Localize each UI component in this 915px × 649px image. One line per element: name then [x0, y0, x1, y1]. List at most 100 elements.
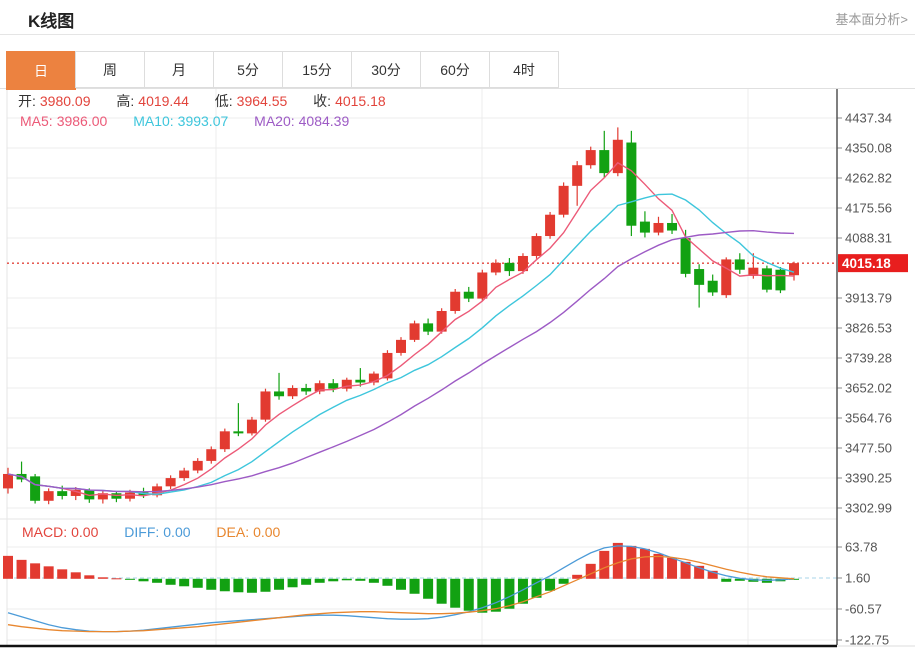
price-tick-label: 3739.28 [845, 351, 892, 366]
candle-body [585, 150, 596, 166]
macd-tick-label: -122.75 [845, 632, 889, 647]
candle-body [599, 150, 610, 174]
tab-5分[interactable]: 5分 [213, 51, 283, 88]
high-value: 4019.44 [138, 93, 189, 109]
candle-body [775, 269, 786, 291]
macd-bar [111, 578, 122, 580]
macd-bar [314, 578, 325, 583]
ma-info: MA5: 3986.00 MA10: 3993.07 MA20: 4084.39 [20, 113, 353, 129]
candle-body [545, 214, 556, 237]
macd-bar [721, 578, 732, 582]
macd-bar [219, 578, 230, 592]
macd-bar [192, 578, 203, 588]
fundamental-analysis-link[interactable]: 基本面分析> [835, 12, 908, 27]
candle-body [3, 473, 13, 489]
candle-body [274, 391, 285, 397]
candle-body [490, 262, 501, 273]
open-label: 开: [18, 93, 36, 109]
price-tick-label: 4262.82 [845, 170, 892, 185]
macd-tick-label: 1.60 [845, 571, 870, 586]
tab-日[interactable]: 日 [6, 51, 76, 90]
tab-15分[interactable]: 15分 [282, 51, 352, 88]
open-value: 3980.09 [39, 93, 91, 109]
tab-4时[interactable]: 4时 [489, 51, 559, 88]
candle-body [450, 291, 461, 311]
timeframe-tabs: 日周月 5分 15分 30分 60分 4时 [6, 51, 559, 90]
macd-bar [287, 578, 298, 588]
candle-body [721, 259, 732, 296]
macd-bar [274, 578, 285, 590]
candle-body [43, 491, 54, 501]
tab-周[interactable]: 周 [75, 51, 145, 88]
candle-body [423, 323, 434, 332]
candle-body [694, 269, 705, 285]
candle-body [287, 388, 298, 397]
candle-body [246, 419, 257, 434]
price-tick-label: 3477.50 [845, 441, 892, 456]
macd-bar [206, 578, 217, 590]
candle-body [260, 391, 271, 420]
tab-月[interactable]: 月 [144, 51, 214, 88]
tabs-underline [0, 88, 915, 89]
candle-body [84, 489, 95, 500]
macd-bar [328, 578, 339, 582]
macd-bar [680, 561, 691, 579]
current-price-box [838, 254, 908, 273]
candle-body [57, 491, 68, 496]
macd-bar [612, 542, 623, 579]
macd-bar [16, 559, 27, 579]
candle-body [653, 222, 664, 233]
macd-bar [626, 545, 637, 579]
macd-bar [599, 550, 610, 579]
macd-bar [639, 548, 650, 579]
candle-body [789, 263, 799, 276]
page-title: K线图 [28, 12, 75, 31]
macd-bar [517, 578, 528, 604]
candle-body [179, 470, 190, 479]
macd-bar [450, 578, 461, 608]
price-tick-label: 4350.08 [845, 140, 892, 155]
candle-body [761, 268, 772, 290]
price-tick-label: 4088.31 [845, 230, 892, 245]
ma20-label: MA20: [254, 113, 295, 129]
close-label: 收: [313, 93, 332, 109]
macd-bar [477, 578, 488, 613]
macd-bar [667, 557, 678, 579]
ma20-line [7, 229, 795, 493]
macd-bar [545, 578, 556, 591]
candle-body [233, 431, 244, 434]
candle-body [612, 139, 623, 174]
macd-value: 0.00 [71, 524, 99, 540]
candle-body [558, 185, 569, 215]
ma5-label: MA5: [20, 113, 53, 129]
macd-bar [694, 565, 705, 579]
macd-tick-label: -60.57 [845, 601, 882, 616]
tab-30分[interactable]: 30分 [351, 51, 421, 88]
price-tick-label: 3652.02 [845, 381, 892, 396]
candle-body [531, 236, 542, 256]
candle-body [463, 291, 474, 299]
macd-bar [531, 578, 542, 598]
macd-bar [653, 553, 664, 579]
tab-60分[interactable]: 60分 [420, 51, 490, 88]
candle-body [165, 478, 176, 487]
price-tick-label: 3302.99 [845, 501, 892, 516]
macd-bar [3, 555, 13, 579]
macd-bar [124, 578, 135, 580]
ma20-value: 4084.39 [298, 113, 350, 129]
candle-body [626, 142, 637, 226]
macd-bar [396, 578, 406, 590]
macd-bar [355, 578, 366, 581]
macd-bar [138, 578, 149, 582]
candle-body [30, 476, 41, 501]
macd-bar [463, 578, 474, 611]
macd-bar [382, 578, 393, 586]
macd-bar [301, 578, 312, 585]
ohlc-info: 开: 3980.09 高: 4019.44 低: 3964.55 收: 4015.18 [18, 91, 390, 111]
macd-bar [57, 569, 68, 579]
macd-bar [423, 578, 434, 599]
price-tick-label: 3826.53 [845, 321, 892, 336]
candle-body [301, 388, 312, 392]
macd-bar [436, 578, 447, 604]
